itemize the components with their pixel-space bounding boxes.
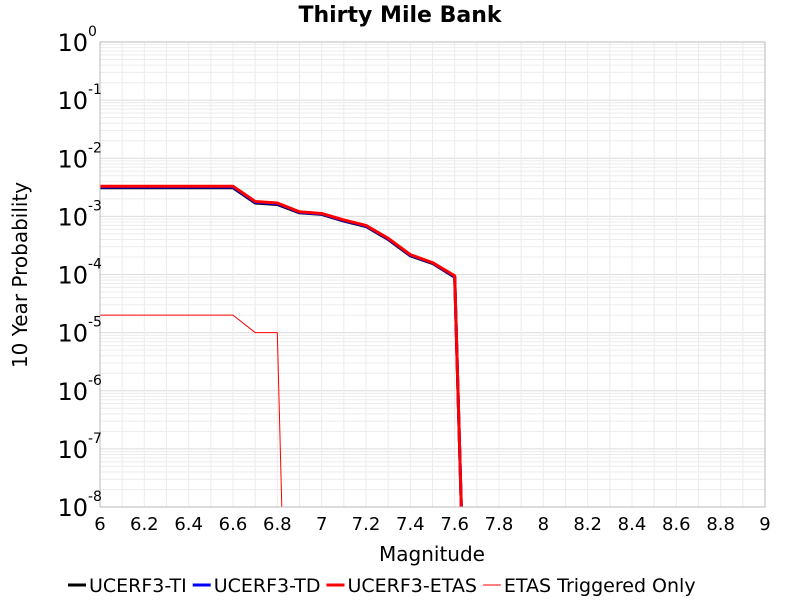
legend: UCERF3-TI UCERF3-TD UCERF3-ETAS ETAS Trigge…: [68, 575, 696, 597]
legend-item: UCERF3-ETAS: [326, 575, 477, 597]
y-tick-base: 10: [57, 262, 88, 290]
series-line-ucerf3-etas: [100, 184, 463, 508]
x-tick-label: 6.8: [263, 514, 292, 535]
y-tick-base: 10: [57, 494, 88, 522]
x-tick-label: 7.8: [485, 514, 514, 535]
y-tick-exponent: -4: [88, 257, 102, 273]
y-tick-base: 10: [57, 436, 88, 464]
y-tick-label: 10 -1: [57, 82, 102, 115]
legend-label: UCERF3-TI: [89, 575, 187, 597]
x-tick-label: 7.4: [396, 514, 425, 535]
x-tick-label: 6.4: [174, 514, 203, 535]
plot-border: [99, 41, 766, 508]
y-tick-exponent: -1: [88, 82, 102, 98]
y-tick-exponent: 0: [88, 24, 97, 40]
x-tick-label: 6.6: [219, 514, 248, 535]
y-tick-label: 10 -2: [57, 140, 102, 173]
legend-item: ETAS Triggered Only: [482, 575, 696, 597]
series-layer: [100, 184, 463, 508]
x-tick-label: 8: [538, 514, 549, 535]
legend-label: UCERF3-TD: [214, 575, 321, 597]
y-tick-label: 10 0: [57, 24, 96, 57]
y-tick-exponent: -6: [88, 373, 102, 389]
x-tick-label: 9: [759, 514, 770, 535]
y-tick-label: 10 -6: [57, 373, 102, 406]
legend-item: UCERF3-TD: [192, 575, 321, 597]
x-tick-label: 6: [94, 514, 105, 535]
y-tick-base: 10: [57, 320, 88, 348]
y-tick-base: 10: [57, 145, 88, 173]
series-line-etas-triggered-only: [100, 314, 283, 508]
y-tick-label: 10 -3: [57, 198, 102, 231]
legend-label: ETAS Triggered Only: [504, 575, 696, 597]
x-tick-label: 8.8: [706, 514, 735, 535]
y-tick-exponent: -5: [88, 315, 102, 331]
y-tick-label: 10 -7: [57, 431, 102, 464]
legend-item: UCERF3-TI: [68, 575, 187, 597]
y-tick-label: 10 -8: [57, 489, 102, 522]
y-tick-base: 10: [57, 29, 88, 57]
y-tick-base: 10: [57, 203, 88, 231]
chart-title: Thirty Mile Bank: [298, 3, 502, 28]
y-tick-base: 10: [57, 378, 88, 406]
x-tick-label: 7.2: [352, 514, 381, 535]
legend-label: UCERF3-ETAS: [347, 575, 476, 597]
grid: [99, 42, 766, 508]
x-tick-label: 7.6: [440, 514, 469, 535]
x-axis-label: Magnitude: [379, 542, 485, 566]
x-axis-ticks: 6 6.2 6.4 6.6 6.8 7 7.2 7.4 7.6 7.8 8 8.2 8.4 8.6 8.8 9: [94, 514, 770, 535]
y-tick-label: 10 -5: [57, 315, 102, 348]
y-axis-label: 10 Year Probability: [8, 182, 32, 368]
x-tick-label: 8.2: [573, 514, 602, 535]
y-tick-exponent: -2: [88, 140, 102, 156]
x-tick-label: 8.6: [662, 514, 691, 535]
x-tick-label: 8.4: [618, 514, 647, 535]
y-tick-exponent: -7: [88, 431, 102, 447]
y-tick-base: 10: [57, 87, 88, 115]
y-tick-label: 10 -4: [57, 257, 102, 290]
y-tick-exponent: -8: [88, 489, 102, 505]
x-tick-label: 7: [316, 514, 327, 535]
y-tick-exponent: -3: [88, 198, 102, 214]
x-tick-label: 6.2: [130, 514, 159, 535]
